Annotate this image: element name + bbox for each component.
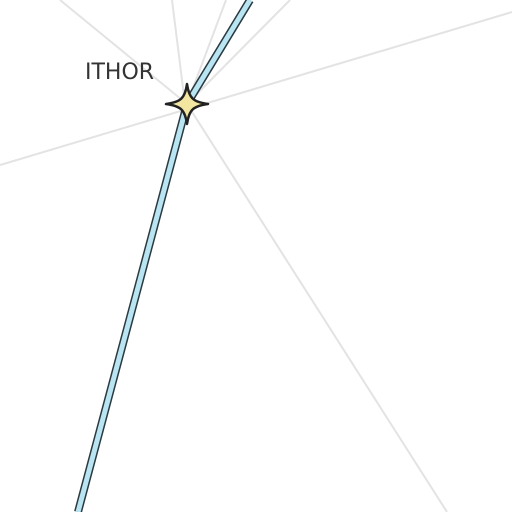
grid-line <box>171 0 186 105</box>
grid-line <box>0 11 512 166</box>
grid-line <box>59 0 188 105</box>
grid-line <box>186 0 291 105</box>
grid-line <box>186 103 448 512</box>
place-label[interactable]: ITHOR <box>85 60 155 85</box>
star-marker-icon[interactable] <box>164 82 210 126</box>
